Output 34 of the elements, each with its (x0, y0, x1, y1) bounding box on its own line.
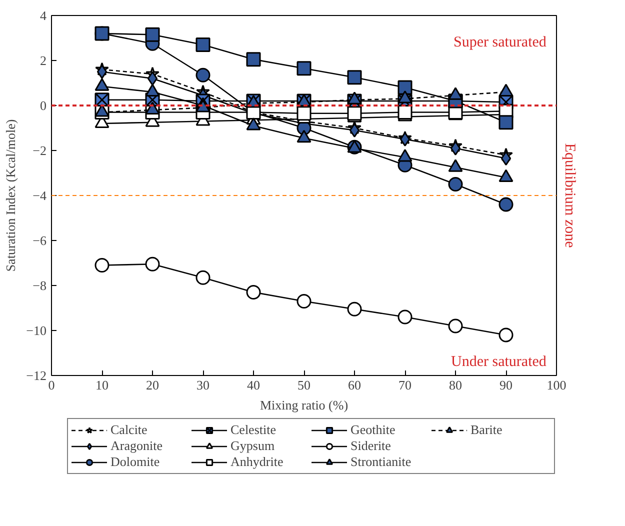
y-axis-title: Saturation Index (Kcal/mole) (3, 119, 18, 272)
legend-label: Aragonite (110, 438, 164, 454)
y-tick-label: −2 (32, 143, 47, 158)
legend-label: Dolomite (110, 454, 161, 470)
x-tick-label: 40 (247, 378, 260, 392)
x-tick-label: 80 (449, 378, 462, 392)
x-tick-label: 20 (146, 378, 159, 392)
text: Equilibrium zone (562, 143, 578, 248)
x-tick-label: 30 (196, 378, 210, 392)
y-tick-label: −10 (26, 323, 47, 338)
legend-label: Anhydrite (230, 454, 284, 470)
y-tick-label: 4 (40, 8, 47, 23)
x-tick-label: 50 (298, 378, 310, 392)
legend-label: Geothite (350, 422, 396, 438)
x-tick-label: 70 (398, 378, 412, 392)
legend-label: Calcite (110, 422, 148, 438)
x-tick-label: 100 (546, 378, 566, 392)
y-tick-label: 2 (40, 53, 46, 68)
legend-label: Strontianite (350, 454, 412, 470)
legend-label: Celestite (230, 422, 277, 438)
y-tick-label: −12 (26, 368, 47, 383)
y-tick-label: −4 (32, 188, 47, 203)
legend-label: Gypsum (230, 438, 276, 454)
x-tick-label: 10 (96, 378, 108, 392)
annotation: Super saturated (454, 34, 547, 50)
y-tick-label: −8 (32, 278, 47, 293)
y-tick-label: −6 (32, 233, 47, 248)
y-tick-label: 0 (40, 98, 46, 113)
x-tick-label: 90 (500, 378, 512, 392)
legend-label: Siderite (350, 438, 392, 454)
annotation: Under saturated (451, 354, 547, 370)
legend-label: Barite (470, 422, 504, 438)
x-tick-label: 60 (348, 378, 361, 392)
x-axis-title: Mixing ratio (%) (260, 398, 348, 412)
